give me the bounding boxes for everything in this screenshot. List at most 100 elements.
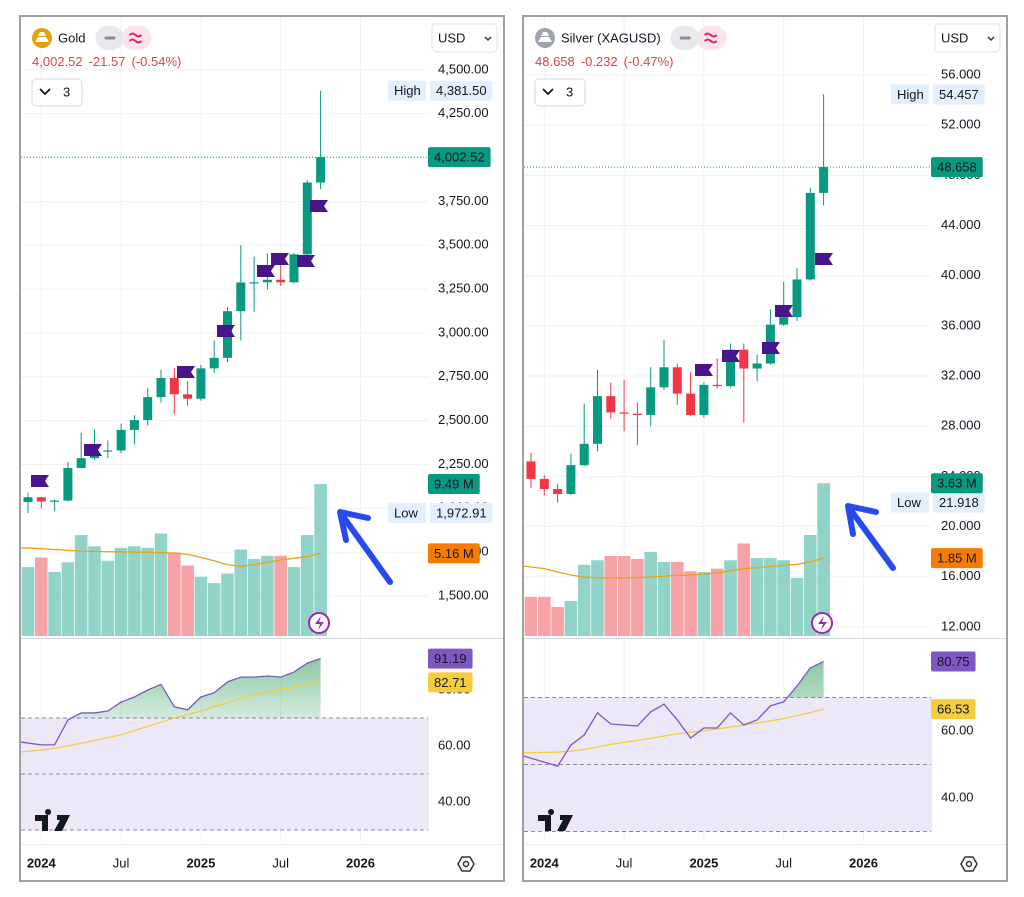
low-tag-bg	[933, 492, 985, 513]
low-tag-bg	[430, 503, 493, 524]
candle-body	[209, 357, 219, 369]
indicators-chevron	[39, 88, 51, 96]
candle-body	[196, 368, 206, 399]
event-flag	[775, 305, 793, 317]
volume-bar	[35, 557, 48, 636]
settings-icon[interactable]	[960, 856, 978, 872]
volume-bar	[301, 535, 314, 636]
candle-body	[262, 279, 272, 283]
event-flag	[297, 255, 315, 267]
y-tick-label: 4,250.00	[438, 105, 489, 120]
x-tick-label: Jul	[616, 855, 633, 870]
annotation-arrow	[847, 506, 896, 571]
candle-body	[50, 500, 60, 502]
y-tick-label: 40.000	[941, 267, 981, 282]
rsi-overbought-fill	[524, 661, 824, 698]
mode-pill-right[interactable]	[121, 26, 152, 50]
event-flag	[271, 253, 289, 265]
tradingview-logo	[35, 809, 70, 831]
rsi-overbought-fill	[21, 658, 321, 718]
rsi-ma-tag: 82.71	[434, 675, 467, 690]
rsi-tick-label: 40.00	[438, 793, 471, 808]
candle-body	[276, 279, 286, 283]
mode-icon-wave	[128, 32, 143, 44]
volume-bar	[804, 534, 817, 636]
volume-bar	[194, 576, 208, 636]
mode-icon-wave	[703, 32, 718, 44]
currency-box[interactable]	[431, 23, 498, 53]
candle-body	[36, 497, 46, 502]
volume-ma-tag-bg	[931, 548, 983, 569]
volume-bar	[684, 571, 697, 636]
volume-bar	[764, 558, 777, 636]
candle-body	[686, 393, 696, 415]
event-flag	[310, 200, 328, 212]
event-flag	[177, 366, 195, 378]
mode-pill-right[interactable]	[696, 26, 727, 50]
volume-bar	[274, 555, 287, 636]
settings-icon-dot	[965, 860, 973, 868]
candle-body	[129, 420, 139, 430]
candle-body	[526, 461, 536, 479]
symbol-icon-mark	[538, 32, 552, 42]
high-tag: 54.457	[939, 87, 979, 102]
candle-body	[76, 458, 86, 468]
candle-body	[632, 413, 642, 415]
low-text: Low	[897, 495, 921, 510]
mode-icon-dash	[679, 36, 691, 40]
high-text: High	[394, 83, 421, 98]
currency: USD	[941, 30, 968, 45]
y-tick-label: 3,750.00	[438, 193, 489, 208]
settings-icon[interactable]	[457, 856, 475, 872]
y-tick-label: 32.000	[941, 367, 981, 382]
currency-box[interactable]	[934, 23, 1001, 53]
y-tick-label: 12.000	[941, 618, 981, 633]
y-tick-label: 52.000	[941, 117, 981, 132]
candle-body	[23, 497, 33, 502]
candle-body	[249, 282, 259, 284]
volume-bar	[221, 573, 234, 636]
y-tick-label: 2,250.00	[438, 456, 489, 471]
rsi-tag-bg	[931, 651, 976, 672]
event-flag	[257, 265, 275, 277]
event-flag	[31, 475, 49, 487]
volume-ma-line	[20, 547, 321, 567]
candle-body	[63, 467, 73, 501]
volume-tag-bg	[931, 473, 983, 494]
volume-ma-line	[523, 557, 824, 579]
high-tag-bg	[933, 84, 985, 105]
x-tick-label: Jul	[113, 855, 130, 870]
annotation-arrow	[337, 509, 371, 543]
high-text: High	[897, 87, 924, 102]
y-tick-label: 3,500.00	[438, 237, 489, 252]
volume-bar	[74, 535, 88, 636]
rsi-ma-tag-bg	[428, 672, 473, 693]
event-flag	[815, 253, 833, 265]
indicators-box[interactable]	[534, 78, 586, 107]
x-tick-label: 2024	[27, 855, 57, 870]
volume-bar	[737, 543, 751, 636]
rsi-tag: 80.75	[937, 654, 970, 669]
candle-body	[116, 429, 126, 451]
volume-bar	[101, 560, 115, 636]
candle-body	[553, 488, 563, 494]
volume-bar	[524, 596, 538, 636]
candle-body	[539, 478, 549, 489]
currency: USD	[438, 30, 465, 45]
symbol-title: Gold	[58, 30, 85, 45]
volume-bar	[141, 547, 154, 636]
indicators-box[interactable]	[31, 78, 83, 107]
candle-body	[779, 317, 789, 325]
volume-bar	[181, 565, 194, 636]
x-tick-label: 2025	[186, 855, 215, 870]
volume-ma-tag: 1.85 M	[937, 551, 977, 566]
event-flag	[722, 350, 740, 362]
price-change-label: -0.232	[581, 54, 618, 69]
y-tick-label: 20.000	[941, 518, 981, 533]
volume-bar	[61, 562, 75, 636]
volume-bar	[644, 551, 657, 636]
rsi-ma-line	[20, 681, 321, 753]
price-summary: 48.658 -0.232 (-0.47%)	[535, 54, 674, 69]
candle-body	[672, 367, 682, 394]
